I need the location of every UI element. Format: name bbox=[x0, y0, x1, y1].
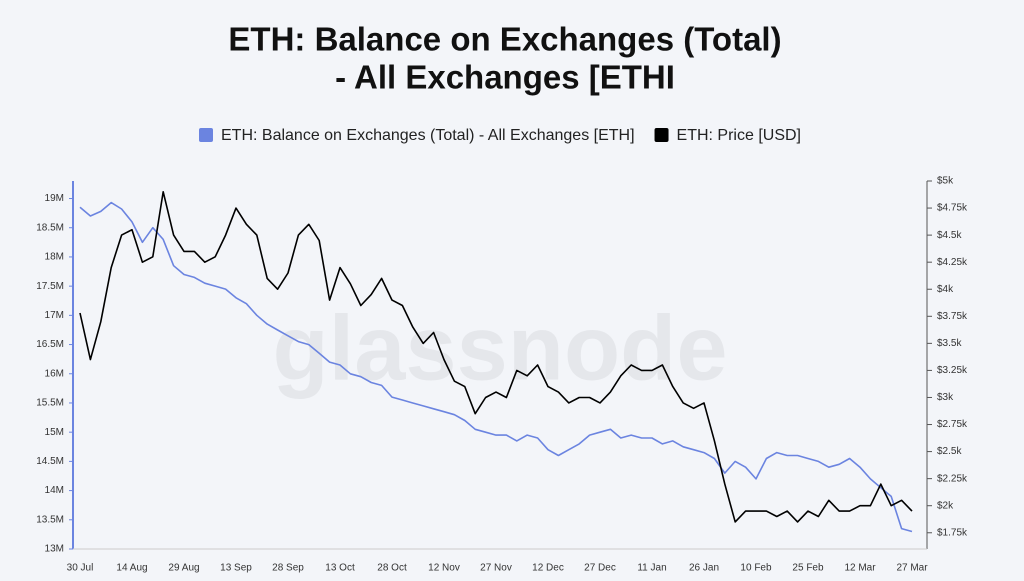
y2-tick-label: $2.5k bbox=[937, 446, 962, 457]
y2-tick-label: $2k bbox=[937, 500, 954, 511]
x-tick-label: 12 Mar bbox=[844, 563, 876, 574]
x-tick-label: 12 Nov bbox=[428, 563, 460, 574]
x-tick-label: 28 Oct bbox=[377, 563, 407, 574]
x-tick-label: 25 Feb bbox=[792, 563, 824, 574]
y-tick-label: 16M bbox=[45, 368, 64, 379]
y-tick-label: 13.5M bbox=[36, 514, 64, 525]
x-tick-label: 13 Oct bbox=[325, 563, 355, 574]
legend-swatch bbox=[654, 128, 669, 142]
y2-tick-label: $3.75k bbox=[937, 311, 968, 322]
y2-tick-label: $1.75k bbox=[937, 527, 968, 538]
series-line bbox=[79, 201, 913, 533]
y2-tick-label: $3k bbox=[937, 392, 954, 403]
legend-label: ETH: Balance on Exchanges (Total) - All … bbox=[221, 127, 635, 144]
x-tick-label: 29 Aug bbox=[168, 563, 199, 574]
y2-tick-label: $4.75k bbox=[937, 203, 968, 214]
y-tick-label: 13M bbox=[45, 544, 64, 555]
x-tick-label: 10 Feb bbox=[740, 563, 772, 574]
y2-tick-label: $4.25k bbox=[937, 257, 968, 268]
series-line bbox=[79, 191, 913, 523]
y-tick-label: 14M bbox=[45, 485, 64, 496]
y-tick-label: 19M bbox=[45, 193, 64, 204]
watermark: glassnode bbox=[272, 297, 727, 399]
y-tick-label: 17.5M bbox=[36, 281, 64, 292]
y2-tick-label: $2.75k bbox=[937, 419, 968, 430]
y-tick-label: 18.5M bbox=[36, 222, 64, 233]
legend-label: ETH: Price [USD] bbox=[677, 127, 801, 144]
x-tick-label: 14 Aug bbox=[116, 563, 147, 574]
y-tick-label: 15M bbox=[45, 427, 64, 438]
x-tick-label: 12 Dec bbox=[532, 563, 564, 574]
x-tick-label: 11 Jan bbox=[637, 563, 666, 574]
y2-tick-label: $2.25k bbox=[937, 473, 968, 484]
legend-swatch bbox=[199, 128, 213, 142]
y-tick-label: 17M bbox=[45, 310, 64, 321]
x-tick-label: 27 Mar bbox=[896, 563, 928, 574]
y-tick-label: 14.5M bbox=[36, 456, 64, 467]
x-tick-label: 27 Dec bbox=[584, 563, 616, 574]
y-tick-label: 18M bbox=[45, 252, 64, 263]
chart-title: - All Exchanges [ETHI bbox=[335, 59, 675, 96]
x-tick-label: 27 Nov bbox=[480, 563, 512, 574]
y-tick-label: 16.5M bbox=[36, 339, 64, 350]
y2-tick-label: $4k bbox=[937, 284, 954, 295]
y2-tick-label: $5k bbox=[937, 176, 954, 187]
y-tick-label: 15.5M bbox=[36, 398, 64, 409]
x-tick-label: 30 Jul bbox=[67, 563, 94, 574]
y2-tick-label: $3.5k bbox=[937, 338, 962, 349]
x-tick-label: 26 Jan bbox=[689, 563, 719, 574]
y2-tick-label: $3.25k bbox=[937, 365, 968, 376]
y2-tick-label: $4.5k bbox=[937, 230, 962, 241]
chart-title: ETH: Balance on Exchanges (Total) bbox=[228, 21, 781, 58]
x-tick-label: 28 Sep bbox=[272, 563, 304, 574]
x-tick-label: 13 Sep bbox=[220, 563, 252, 574]
